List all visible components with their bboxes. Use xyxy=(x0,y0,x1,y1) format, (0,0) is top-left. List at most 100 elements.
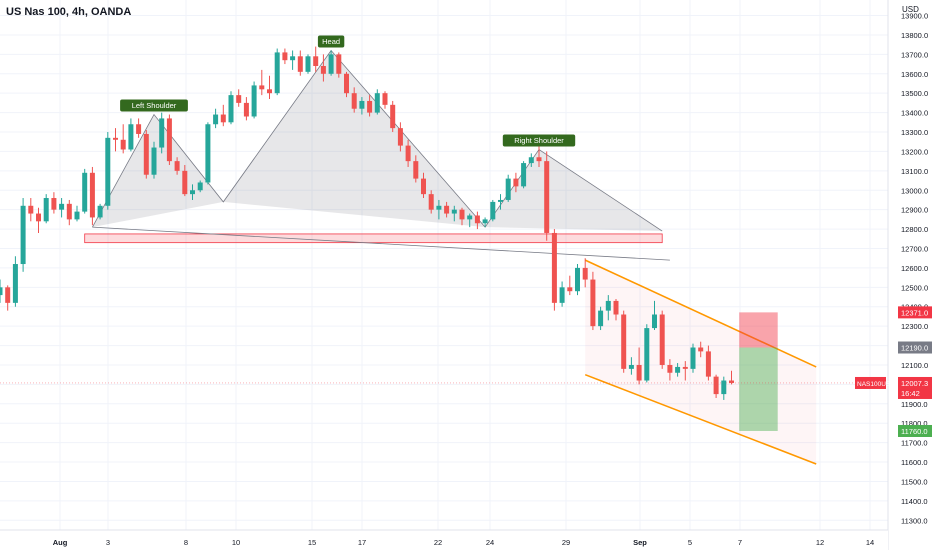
price-axis xyxy=(888,0,932,550)
candle-body xyxy=(43,198,49,222)
y-tick-label: 13300.0 xyxy=(901,128,928,137)
candle-body xyxy=(128,124,134,150)
current-price-countdown: 16:42 xyxy=(901,389,920,398)
x-tick-label: 10 xyxy=(232,538,240,547)
candle-body xyxy=(444,205,450,214)
candle-body xyxy=(628,364,634,369)
candle-body xyxy=(590,279,596,327)
price-label-bg xyxy=(898,341,932,354)
candle-body xyxy=(382,93,388,105)
candle-body xyxy=(721,380,727,395)
candle-body xyxy=(659,314,665,365)
candle-body xyxy=(259,85,265,90)
y-tick-label: 11600.0 xyxy=(901,458,928,467)
candle-body xyxy=(143,133,149,175)
candle-body xyxy=(220,114,226,123)
left-shoulder-label-bg xyxy=(120,99,188,112)
candle-body xyxy=(105,137,111,206)
candle-body xyxy=(490,201,496,220)
price-label: 12190.0 xyxy=(901,344,928,353)
y-tick-label: 11800.0 xyxy=(901,419,928,428)
candle-body xyxy=(243,102,249,117)
candle-body xyxy=(367,100,373,113)
candle-body xyxy=(536,157,542,162)
time-axis xyxy=(0,530,888,550)
candle-body xyxy=(12,264,18,303)
candle-body xyxy=(551,232,557,303)
candle-body xyxy=(636,364,642,381)
candle-body xyxy=(89,172,95,218)
x-tick-label: 8 xyxy=(184,538,188,547)
x-tick-label: 12 xyxy=(816,538,824,547)
y-tick-label: 11900.0 xyxy=(901,400,928,409)
candle-body xyxy=(182,170,188,195)
symbol-label-bg xyxy=(855,376,886,389)
candle-body xyxy=(82,172,88,212)
candle-body xyxy=(713,376,719,395)
price-label: 12371.0 xyxy=(901,308,928,317)
candle-body xyxy=(174,161,180,171)
y-tick-label: 12500.0 xyxy=(901,283,928,292)
candle-body xyxy=(559,287,565,303)
y-tick-label: 11300.0 xyxy=(901,516,928,525)
candle-body xyxy=(120,139,126,150)
y-tick-label: 13000.0 xyxy=(901,186,928,195)
candle-body xyxy=(290,56,296,61)
candle-body xyxy=(159,118,165,148)
candle-body xyxy=(136,124,142,134)
head-label: Head xyxy=(322,37,340,46)
candle-body xyxy=(428,194,434,210)
candle-body xyxy=(675,366,681,373)
candle-body xyxy=(621,314,627,369)
candle-body xyxy=(575,267,580,292)
candle-body xyxy=(605,300,611,311)
candle-body xyxy=(205,124,211,183)
candle-body xyxy=(513,178,519,187)
x-tick-label: 17 xyxy=(358,538,366,547)
candle-body xyxy=(459,209,465,220)
candle-body xyxy=(544,161,550,233)
y-tick-label: 13900.0 xyxy=(901,12,928,21)
x-tick-label: 7 xyxy=(738,538,742,547)
y-tick-label: 11700.0 xyxy=(901,439,928,448)
candle-body xyxy=(451,209,457,214)
candle-body xyxy=(505,178,511,200)
candle-body xyxy=(251,85,257,117)
x-tick-label: 24 xyxy=(486,538,494,547)
y-tick-label: 12900.0 xyxy=(901,206,928,215)
candle-body xyxy=(652,314,657,329)
candle-body xyxy=(397,128,403,146)
x-tick-label: 29 xyxy=(562,538,570,547)
candle-body xyxy=(698,347,704,352)
candle-body xyxy=(582,267,588,280)
right-shoulder-label-bg xyxy=(502,134,576,147)
y-tick-label: 13200.0 xyxy=(901,147,928,156)
price-label-bg xyxy=(898,424,932,437)
candle-body xyxy=(213,114,219,125)
candle-body xyxy=(390,104,396,129)
candle-body xyxy=(297,56,303,72)
take-profit-zone xyxy=(739,347,778,431)
candle-body xyxy=(436,205,442,210)
y-tick-label: 13800.0 xyxy=(901,31,928,40)
candle-body xyxy=(28,205,34,214)
candle-body xyxy=(320,66,326,74)
candle-body xyxy=(528,157,534,164)
stop-loss-zone xyxy=(739,312,778,348)
candle-body xyxy=(113,137,118,140)
candle-body xyxy=(236,95,242,103)
candle-body xyxy=(274,52,280,94)
y-tick-label: 11500.0 xyxy=(901,477,928,486)
candle-body xyxy=(344,73,349,94)
price-label-bg xyxy=(898,306,932,319)
candle-body xyxy=(729,380,734,383)
candle-body xyxy=(36,213,41,222)
y-tick-label: 11400.0 xyxy=(901,497,928,506)
candle-body xyxy=(20,205,26,265)
candle-body xyxy=(374,93,380,113)
y-tick-label: 12100.0 xyxy=(901,361,928,370)
left-shoulder-label: Left Shoulder xyxy=(132,101,177,110)
chart-title: US Nas 100, 4h, OANDA xyxy=(6,6,132,18)
